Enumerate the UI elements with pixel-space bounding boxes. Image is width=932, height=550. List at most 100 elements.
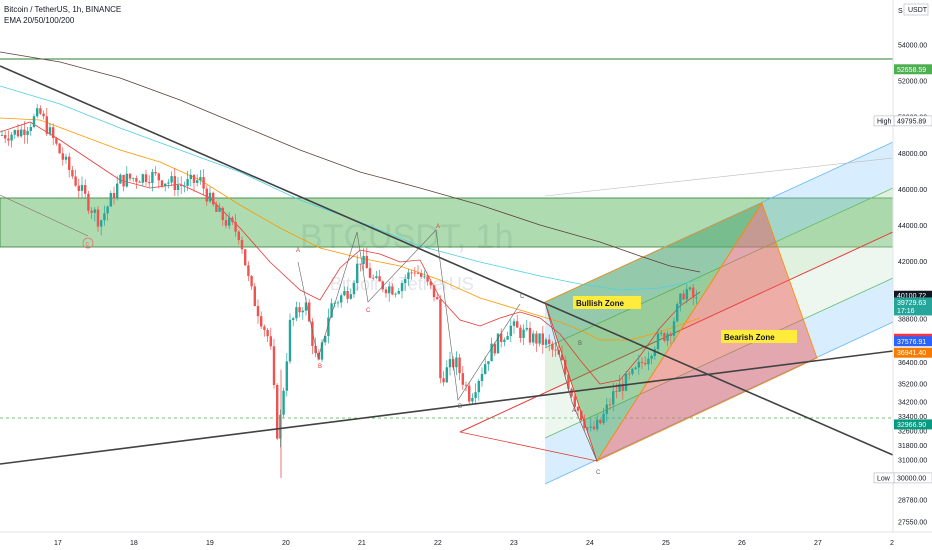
candle-body bbox=[429, 281, 432, 286]
candle-body bbox=[669, 333, 672, 336]
candle-body bbox=[29, 126, 32, 131]
candle-body bbox=[477, 380, 480, 393]
candle-body bbox=[650, 355, 653, 359]
symbol-title[interactable]: Bitcoin / TetherUS, 1h, BINANCE bbox=[4, 5, 122, 14]
candle-body bbox=[365, 255, 368, 269]
candle-body bbox=[256, 306, 260, 317]
candle-body bbox=[196, 180, 199, 183]
ema20-line[interactable] bbox=[0, 121, 701, 385]
time-axis[interactable]: 17 18 19 20 21 22 23 24 25 26 27 2 bbox=[54, 540, 894, 547]
candle-body bbox=[132, 178, 135, 179]
candle-body bbox=[263, 326, 266, 331]
candle-body bbox=[413, 272, 416, 274]
candle-body bbox=[26, 130, 29, 135]
candle-body bbox=[330, 303, 333, 318]
candle-body bbox=[352, 282, 356, 295]
candle-body bbox=[64, 156, 68, 160]
candle-body bbox=[80, 185, 84, 191]
pattern-point: B bbox=[458, 404, 462, 410]
candle-body bbox=[573, 396, 576, 407]
candle-body bbox=[551, 343, 554, 350]
candle-body bbox=[388, 286, 391, 294]
candle-body bbox=[93, 209, 96, 213]
candle-body bbox=[544, 339, 548, 345]
candle-body bbox=[602, 413, 605, 424]
candle-body bbox=[356, 263, 359, 283]
price-tick-label: 27550.00 bbox=[898, 520, 927, 527]
candle-body bbox=[458, 357, 461, 374]
price-tick-label: 46000.00 bbox=[898, 187, 927, 194]
price-tag-label: Low bbox=[877, 475, 891, 482]
candle-body bbox=[276, 384, 279, 439]
ema200-line[interactable] bbox=[0, 51, 701, 273]
candle-body bbox=[532, 333, 535, 343]
resistance-zone[interactable] bbox=[0, 197, 894, 248]
bearish-zone-triangle[interactable] bbox=[595, 202, 818, 462]
candle-body bbox=[237, 231, 240, 241]
candle-body bbox=[538, 333, 541, 344]
indicator-legend[interactable]: EMA 20/50/100/200 bbox=[4, 16, 75, 25]
candle-body bbox=[599, 419, 602, 424]
candle-body bbox=[119, 174, 122, 184]
candle-body bbox=[160, 180, 164, 187]
candle-body bbox=[199, 177, 202, 181]
date-tick-label: 2 bbox=[890, 540, 894, 547]
candle-body bbox=[682, 293, 685, 300]
candle-body bbox=[535, 333, 538, 344]
candle-body bbox=[0, 135, 4, 136]
candle-body bbox=[679, 293, 682, 305]
candle-body bbox=[541, 333, 544, 345]
candle-body bbox=[436, 297, 439, 300]
candle-body bbox=[416, 272, 420, 274]
candle-body bbox=[20, 129, 23, 137]
ema100-line[interactable] bbox=[0, 85, 701, 291]
descending-trendline[interactable] bbox=[0, 65, 894, 456]
candle-body bbox=[180, 185, 183, 187]
price-tag-value: 40100.72 bbox=[897, 293, 926, 300]
candle-body bbox=[253, 286, 256, 307]
candle-body bbox=[55, 138, 58, 144]
date-tick-label: 23 bbox=[510, 540, 518, 547]
ascending-trendline[interactable] bbox=[0, 350, 894, 465]
price-tick-label: 31000.00 bbox=[898, 457, 927, 464]
candle-body bbox=[324, 335, 327, 343]
candle-body bbox=[32, 116, 36, 127]
price-tags: 52658.59 49795.89 High 40100.7239729.6317:1… bbox=[873, 64, 932, 484]
watermark-symbol: BTCUSDT, 1h bbox=[300, 218, 514, 256]
price-tag-value: 39729.63 bbox=[897, 300, 926, 307]
candle-body bbox=[135, 178, 138, 182]
currency-label[interactable]: USDT bbox=[908, 7, 928, 14]
candle-body bbox=[468, 385, 471, 402]
candle-body bbox=[116, 183, 119, 199]
candle-body bbox=[167, 182, 170, 184]
candle-body bbox=[10, 134, 13, 141]
candle-body bbox=[74, 176, 77, 186]
candle-body bbox=[426, 276, 429, 282]
candle-body bbox=[320, 342, 324, 360]
candle-body bbox=[125, 173, 128, 187]
date-tick-label: 25 bbox=[662, 540, 670, 547]
ema50-line[interactable] bbox=[0, 117, 701, 341]
candle-body bbox=[439, 299, 442, 379]
candle-body bbox=[484, 364, 487, 374]
candle-body bbox=[314, 345, 317, 353]
candle-body bbox=[77, 185, 80, 191]
candle-body bbox=[154, 171, 157, 174]
candle-body bbox=[519, 327, 522, 339]
candle-body bbox=[522, 329, 525, 339]
bullish-zone-label: Bullish Zone bbox=[576, 299, 625, 308]
candle-body bbox=[359, 263, 362, 265]
candle-body bbox=[656, 333, 660, 350]
candlestick-series[interactable] bbox=[0, 104, 698, 478]
candle-body bbox=[16, 130, 20, 137]
candle-body bbox=[586, 427, 589, 429]
candle-body bbox=[509, 325, 512, 337]
candle-body bbox=[503, 339, 506, 342]
candle-body bbox=[285, 361, 288, 391]
candle-body bbox=[266, 330, 269, 337]
price-tick-label: 32600.00 bbox=[898, 429, 927, 436]
candle-body bbox=[349, 294, 352, 299]
parallel-channel[interactable] bbox=[459, 141, 894, 485]
candle-body bbox=[260, 316, 263, 327]
